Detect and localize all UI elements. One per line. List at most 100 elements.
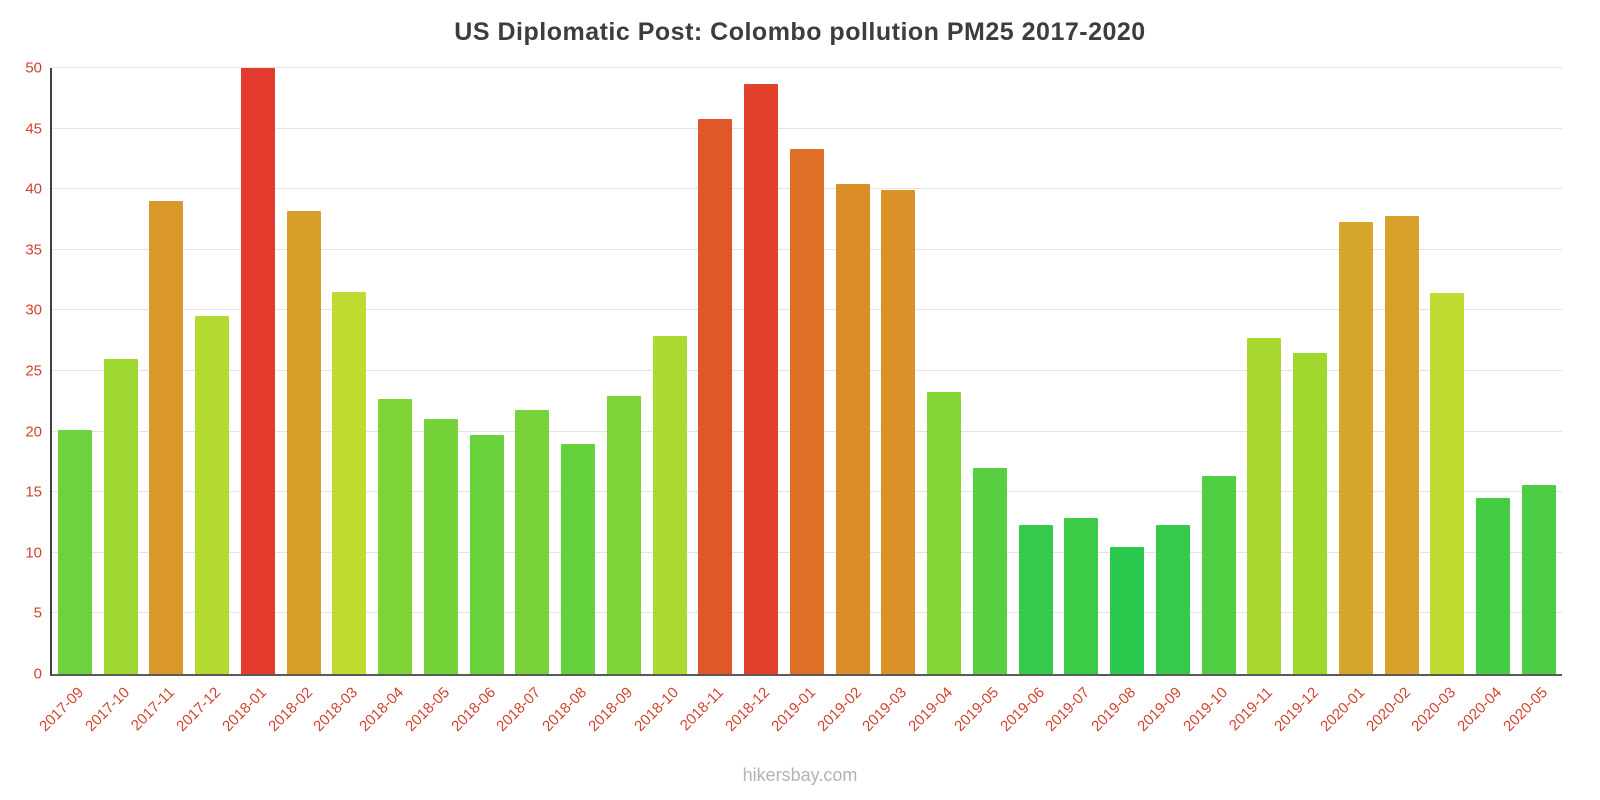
x-axis-tick-label: 2018-01 bbox=[218, 684, 270, 735]
bar[interactable] bbox=[1293, 352, 1328, 674]
x-axis-tick-label: 2017-09 bbox=[35, 684, 87, 735]
x-axis-tick-label: 2018-04 bbox=[356, 684, 408, 735]
bar-slot: 2018-01 bbox=[219, 68, 281, 735]
bar[interactable] bbox=[1338, 221, 1373, 674]
bar-slot: 2019-01 bbox=[768, 68, 830, 735]
bar[interactable] bbox=[1110, 546, 1145, 674]
bar-slot: 2018-11 bbox=[677, 68, 739, 734]
bar-slot: 2020-03 bbox=[1408, 68, 1471, 735]
bar-slot: 2018-09 bbox=[585, 68, 647, 735]
x-axis-tick-label: 2019-12 bbox=[1271, 684, 1323, 735]
bar[interactable] bbox=[240, 68, 275, 674]
x-axis-tick-label: 2018-07 bbox=[493, 684, 545, 735]
bar[interactable] bbox=[927, 391, 962, 674]
bar[interactable] bbox=[881, 190, 916, 674]
bar[interactable] bbox=[103, 358, 138, 674]
bar-slot: 2020-05 bbox=[1500, 68, 1562, 735]
bar[interactable] bbox=[332, 292, 367, 674]
bar-slot: 2017-12 bbox=[173, 68, 235, 735]
x-axis-tick-label: 2019-05 bbox=[950, 684, 1002, 735]
bar-slot: 2019-05 bbox=[951, 68, 1013, 735]
bar[interactable] bbox=[1064, 517, 1099, 674]
bar[interactable] bbox=[195, 316, 230, 674]
bar[interactable] bbox=[423, 419, 458, 674]
gridline bbox=[52, 127, 1562, 129]
bar[interactable] bbox=[515, 409, 550, 674]
bar-slot: 2018-07 bbox=[493, 68, 556, 735]
y-axis-tick-label: 0 bbox=[33, 665, 42, 683]
bar-slot: 2019-10 bbox=[1180, 68, 1242, 735]
bar[interactable] bbox=[698, 118, 733, 674]
x-axis-tick-label: 2019-06 bbox=[996, 684, 1048, 735]
footer-link[interactable]: hikersbay.com bbox=[742, 765, 858, 785]
bar-slot: 2018-10 bbox=[631, 68, 693, 735]
bar[interactable] bbox=[835, 184, 870, 674]
x-axis-tick-label: 2019-04 bbox=[905, 684, 957, 735]
bar[interactable] bbox=[1201, 476, 1236, 674]
bar-slot: 2020-04 bbox=[1454, 68, 1516, 735]
x-axis-tick-label: 2019-07 bbox=[1042, 684, 1094, 735]
x-axis-tick-label: 2019-11 bbox=[1226, 684, 1277, 735]
x-axis-tick-label: 2019-01 bbox=[767, 684, 819, 735]
bar[interactable] bbox=[149, 201, 184, 674]
plot-area: 2017-09 2017-10 2017-11 2017-12 2018-01 2018-… bbox=[25, 60, 1562, 735]
bar-slot: 2017-11 bbox=[128, 68, 190, 734]
bar[interactable] bbox=[57, 430, 92, 674]
bar[interactable] bbox=[1155, 524, 1190, 674]
x-axis-tick-label: 2017-11 bbox=[128, 684, 179, 735]
bar[interactable] bbox=[652, 335, 687, 674]
bar-slot: 2019-06 bbox=[997, 68, 1059, 735]
x-axis-tick-label: 2017-10 bbox=[81, 684, 133, 735]
bar-slot: 2019-03 bbox=[859, 68, 922, 735]
x-axis-tick-label: 2018-06 bbox=[447, 684, 499, 735]
bar-slot: 2018-08 bbox=[539, 68, 601, 735]
bar[interactable] bbox=[378, 398, 413, 674]
x-axis-tick-label: 2020-01 bbox=[1316, 684, 1368, 735]
bar-slot: 2019-12 bbox=[1271, 68, 1333, 735]
bar-slot: 2017-10 bbox=[82, 68, 144, 735]
bar[interactable] bbox=[561, 443, 596, 674]
bar[interactable] bbox=[1384, 215, 1419, 674]
x-axis-tick-label: 2018-08 bbox=[539, 684, 591, 735]
y-axis-tick-label: 40 bbox=[25, 180, 42, 198]
x-axis-tick-label: 2020-04 bbox=[1454, 684, 1506, 735]
y-axis-tick-label: 20 bbox=[25, 423, 42, 441]
bar[interactable] bbox=[1430, 293, 1465, 674]
bar-slot: 2018-12 bbox=[722, 68, 784, 735]
bar-slot: 2018-02 bbox=[265, 68, 327, 735]
bar-slot: 2019-08 bbox=[1088, 68, 1150, 735]
bar[interactable] bbox=[286, 211, 321, 674]
bar[interactable] bbox=[744, 83, 779, 674]
bar-slot: 2019-04 bbox=[905, 68, 967, 735]
bar[interactable] bbox=[606, 396, 641, 674]
bar-slot: 2019-11 bbox=[1226, 68, 1288, 734]
x-axis-tick-label: 2020-03 bbox=[1408, 684, 1460, 735]
bar[interactable] bbox=[789, 149, 824, 674]
x-axis-tick-label: 2019-10 bbox=[1179, 684, 1231, 735]
x-axis-tick-label: 2018-03 bbox=[310, 684, 362, 735]
bar[interactable] bbox=[1476, 498, 1511, 674]
bar[interactable] bbox=[1018, 524, 1053, 674]
x-axis-tick-label: 2020-05 bbox=[1499, 684, 1551, 735]
bars-row: 2017-09 2017-10 2017-11 2017-12 2018-01 2018-… bbox=[36, 68, 1562, 735]
x-axis-tick-label: 2018-12 bbox=[722, 684, 774, 735]
bar[interactable] bbox=[972, 467, 1007, 674]
bar-slot: 2018-06 bbox=[448, 68, 510, 735]
x-axis-tick-label: 2017-12 bbox=[173, 684, 225, 735]
bar[interactable] bbox=[1247, 338, 1282, 674]
x-axis-tick-label: 2018-05 bbox=[401, 684, 453, 735]
bar-slot: 2017-09 bbox=[36, 68, 98, 735]
gridline bbox=[52, 67, 1562, 68]
chart-title: US Diplomatic Post: Colombo pollution PM… bbox=[454, 18, 1146, 46]
bar-slot: 2018-03 bbox=[310, 68, 373, 735]
bar-slot: 2018-05 bbox=[402, 68, 464, 735]
bar-slot: 2018-04 bbox=[356, 68, 418, 735]
x-axis-tick-label: 2018-09 bbox=[584, 684, 636, 735]
x-axis-tick-label: 2018-10 bbox=[630, 684, 682, 735]
bar-slot: 2020-02 bbox=[1363, 68, 1425, 735]
x-axis-tick-label: 2018-02 bbox=[264, 684, 316, 735]
bar[interactable] bbox=[469, 435, 504, 674]
bar[interactable] bbox=[1521, 484, 1556, 674]
y-axis-tick-label: 45 bbox=[25, 120, 42, 138]
